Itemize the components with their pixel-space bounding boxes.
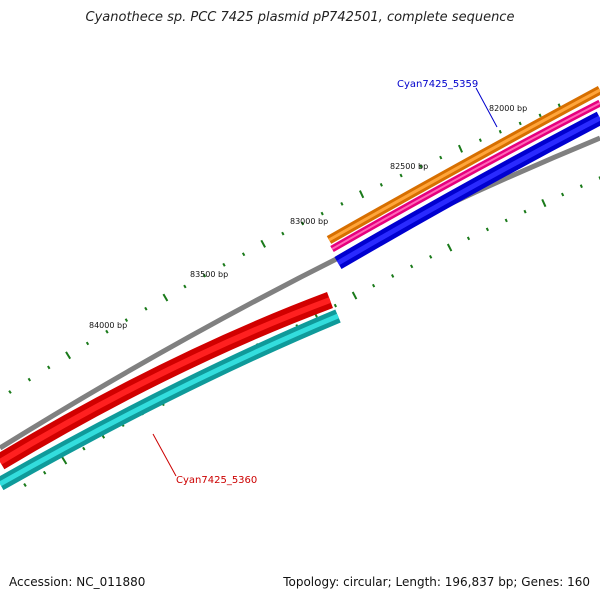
minor-tick — [410, 264, 414, 269]
sequence-summary: Topology: circular; Length: 196,837 bp; … — [283, 575, 590, 589]
gene-track-red — [0, 292, 333, 470]
gene-feature-cyan7425-5359[interactable] — [326, 86, 600, 270]
gene-track-cyan — [0, 309, 341, 491]
major-tick — [457, 144, 464, 153]
minor-tick — [320, 211, 324, 216]
minor-tick — [183, 284, 187, 289]
minor-tick — [85, 341, 90, 346]
accession-value: NC_011880 — [76, 575, 146, 589]
topology-value: circular — [343, 575, 388, 589]
minor-tick — [82, 446, 86, 451]
map-title: Cyanothece sp. PCC 7425 plasmid pP742501… — [85, 10, 515, 25]
minor-tick — [560, 192, 565, 197]
tick-label: 83000 bp — [290, 217, 328, 226]
minor-tick — [399, 173, 403, 178]
minor-tick — [241, 252, 246, 257]
gene-track-red-highlight — [0, 297, 332, 465]
minor-tick — [439, 155, 443, 160]
minor-tick — [314, 313, 318, 318]
minor-tick — [105, 329, 109, 334]
minor-tick — [391, 274, 395, 278]
length-label: Length: — [395, 575, 441, 589]
minor-tick — [504, 218, 508, 223]
major-tick — [358, 190, 365, 199]
minor-tick — [27, 377, 32, 382]
minor-tick — [579, 184, 583, 189]
minor-tick — [466, 236, 471, 241]
accession-text: Accession: NC_011880 — [9, 575, 145, 589]
gene-track-pink-highlight — [331, 102, 600, 250]
major-tick — [260, 239, 266, 248]
tick-label: 82000 bp — [489, 104, 527, 113]
gene-label-leader — [152, 433, 177, 477]
minor-tick — [300, 221, 305, 226]
minor-tick — [478, 138, 482, 142]
minor-tick — [340, 201, 344, 206]
tick-label: 83500 bp — [190, 270, 228, 279]
genes-value: 160 — [567, 575, 590, 589]
minor-tick — [523, 209, 527, 214]
minor-tick — [518, 121, 522, 126]
minor-tick — [498, 129, 502, 134]
minor-tick — [124, 318, 129, 323]
minor-tick — [485, 227, 490, 232]
minor-tick — [372, 283, 376, 288]
topology-label: Topology: — [283, 575, 340, 589]
minor-tick — [47, 365, 51, 370]
gene-track-cyan-highlight — [0, 313, 339, 487]
minor-tick — [202, 273, 207, 278]
minor-tick — [222, 262, 226, 267]
minor-tick — [23, 483, 27, 487]
gene-feature-cyan7425-5360[interactable] — [0, 292, 341, 491]
minor-tick — [281, 231, 285, 236]
minor-tick — [101, 434, 106, 439]
gene-track-orange-highlight — [328, 88, 600, 242]
gene-label-cyan7425-5359[interactable]: Cyan7425_5359 — [397, 79, 478, 90]
major-tick — [446, 243, 453, 252]
accession-label: Accession: — [9, 575, 73, 589]
sequence-backbone — [0, 135, 600, 451]
minor-tick — [538, 113, 542, 118]
major-tick — [65, 351, 72, 360]
gene-track-blue-highlight — [336, 115, 600, 266]
gene-label-leader — [475, 87, 498, 128]
tick-label: 84000 bp — [89, 321, 127, 330]
tick-label: 82500 bp — [390, 162, 428, 171]
minor-tick — [419, 164, 423, 169]
minor-tick — [429, 254, 433, 259]
minor-tick — [379, 182, 383, 187]
minor-tick — [8, 390, 12, 394]
minor-tick — [333, 303, 337, 308]
major-tick — [162, 293, 169, 302]
genes-label: Genes: — [521, 575, 564, 589]
major-tick — [541, 198, 547, 208]
minor-tick — [144, 306, 148, 311]
length-value: 196,837 bp — [444, 575, 514, 589]
minor-tick — [42, 470, 47, 475]
gene-label-cyan7425-5360[interactable]: Cyan7425_5360 — [176, 475, 257, 486]
major-tick — [351, 291, 358, 300]
major-tick — [61, 456, 68, 465]
